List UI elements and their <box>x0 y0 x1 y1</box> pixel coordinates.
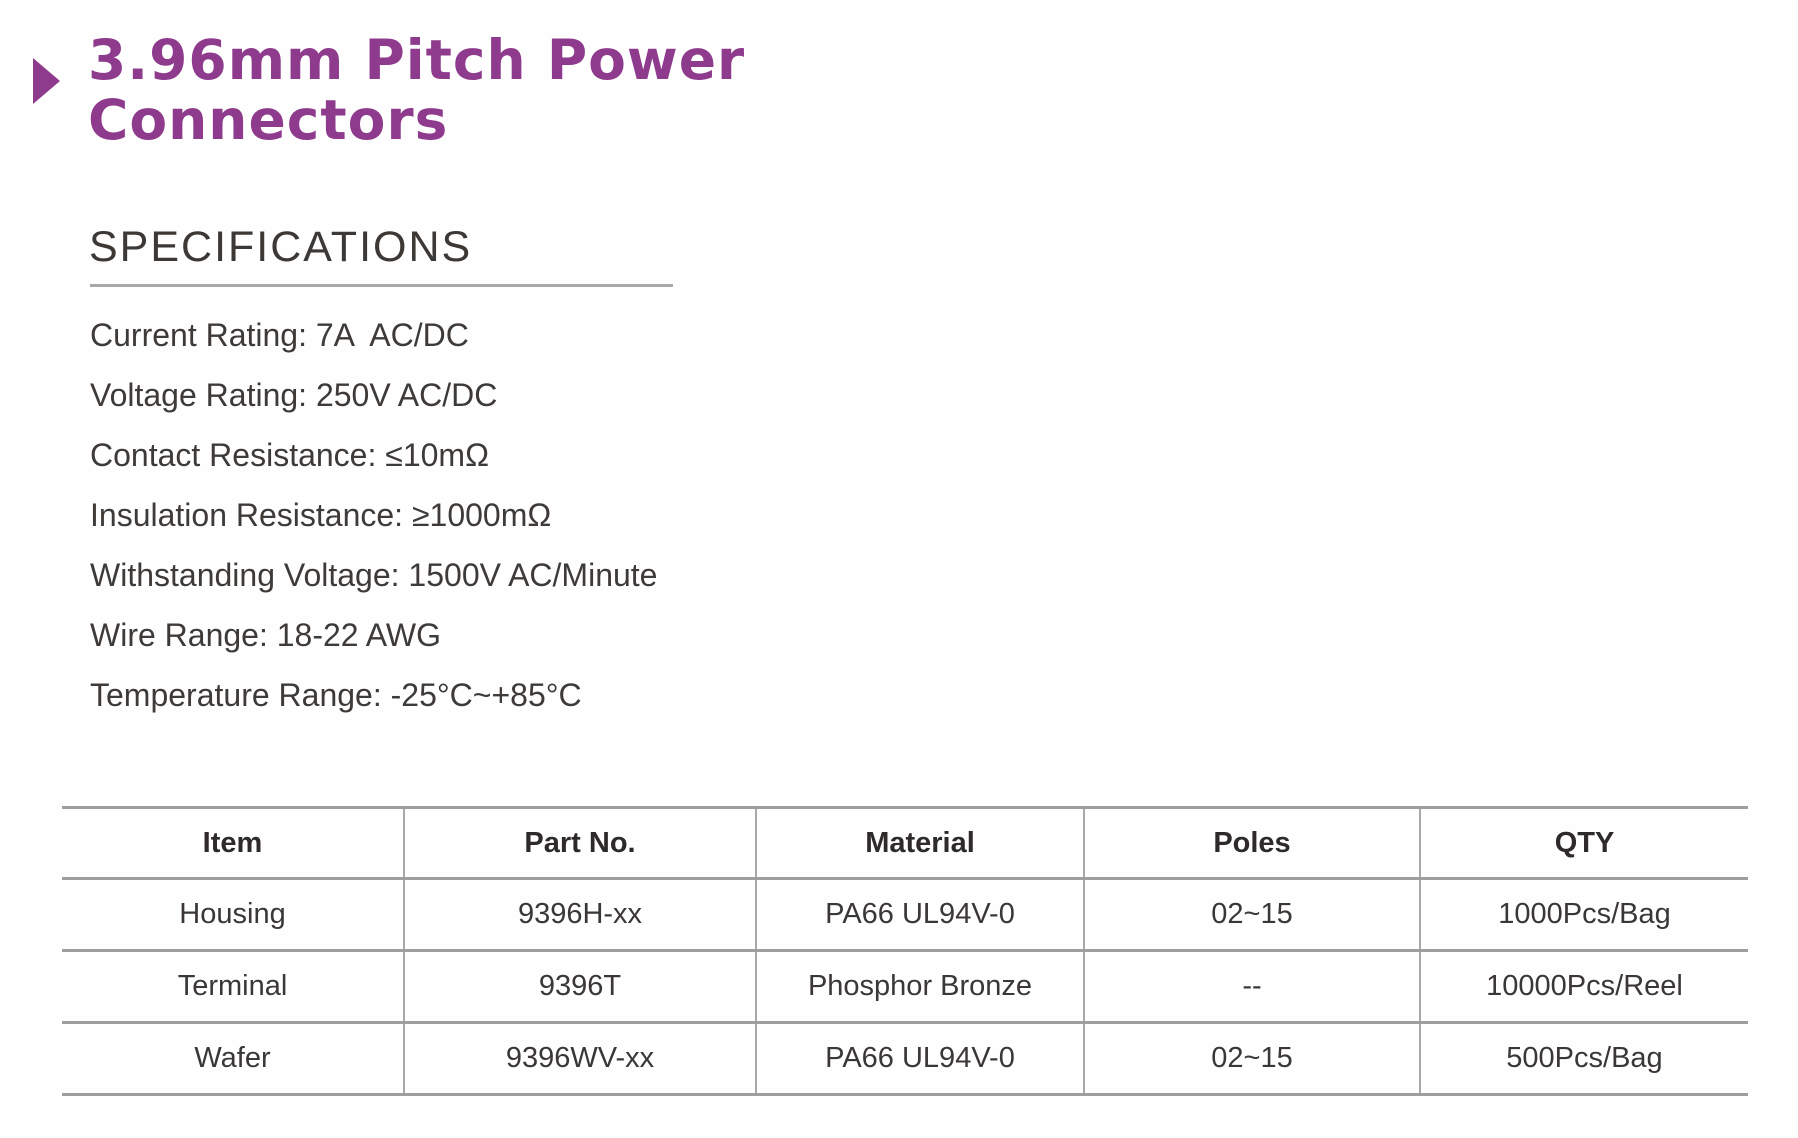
table-cell: Terminal <box>62 950 405 1023</box>
column-header-part-no: Part No. <box>404 807 757 879</box>
column-header-item: Item <box>62 807 405 879</box>
table-row: Housing 9396H-xx PA66 UL94V-0 02~15 1000Pcs/… <box>62 878 1748 951</box>
table-cell: Wafer <box>62 1022 405 1095</box>
table-cell: 500Pcs/Bag <box>1506 1042 1663 1074</box>
spec-item: Current Rating: 7A AC/DC <box>90 316 469 353</box>
spec-item: Insulation Resistance: ≥1000mΩ <box>90 496 552 533</box>
column-header-poles: Poles <box>1084 807 1421 879</box>
specifications-underline <box>90 284 673 287</box>
parts-table: Item Part No. Material Poles QTY Housing 9396… <box>62 806 1748 1096</box>
table-cell: Housing <box>62 878 405 951</box>
specifications-list: Current Rating: 7A AC/DC Voltage Rating: … <box>90 305 657 725</box>
page-title-line2: Connectors <box>88 88 449 152</box>
section-bullet-triangle-icon <box>33 58 60 104</box>
table-cell: 9396H-xx <box>404 878 757 951</box>
table-row: Terminal 9396T Phosphor Bronze -- 10000Pcs/R… <box>62 950 1748 1023</box>
parts-table-body: Housing 9396H-xx PA66 UL94V-0 02~15 1000Pcs/… <box>62 878 1748 1095</box>
spec-item: Wire Range: 18-22 AWG <box>90 616 441 653</box>
table-row: Wafer 9396WV-xx PA66 UL94V-0 02~15 500Pcs/Ba… <box>62 1022 1748 1095</box>
table-cell: PA66 UL94V-0 <box>756 1022 1085 1095</box>
page-title: 3.96mm Pitch Power Connectors <box>88 30 745 150</box>
table-cell: Phosphor Bronze <box>756 950 1085 1023</box>
spec-item: Contact Resistance: ≤10mΩ <box>90 436 489 473</box>
spec-item: Temperature Range: -25°C~+85°C <box>90 676 582 713</box>
specifications-heading: SPECIFICATIONS <box>89 223 473 271</box>
table-cell: -- <box>1084 950 1421 1023</box>
spec-item: Voltage Rating: 250V AC/DC <box>90 376 498 413</box>
table-cell: 02~15 <box>1084 1022 1421 1095</box>
table-cell: PA66 UL94V-0 <box>756 878 1085 951</box>
column-header-qty: QTY <box>1554 826 1615 859</box>
table-cell: 10000Pcs/Reel <box>1486 970 1683 1002</box>
spec-item: Withstanding Voltage: 1500V AC/Minute <box>90 556 658 593</box>
page-title-line1: 3.96mm Pitch Power <box>88 28 746 92</box>
column-header-material: Material <box>756 807 1085 879</box>
table-cell: 9396WV-xx <box>404 1022 757 1095</box>
table-cell: 9396T <box>404 950 757 1023</box>
table-cell: 1000Pcs/Bag <box>1498 898 1671 930</box>
parts-table-header-row: Item Part No. Material Poles QTY <box>62 807 1748 879</box>
table-cell: 02~15 <box>1084 878 1421 951</box>
parts-table-container: Item Part No. Material Poles QTY Housing 9396… <box>62 806 1748 1096</box>
